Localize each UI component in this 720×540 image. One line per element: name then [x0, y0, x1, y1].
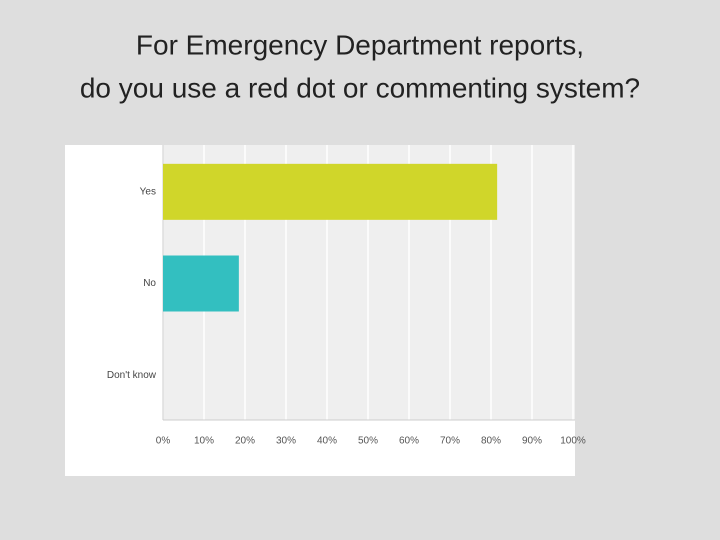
- chart-title: do you use a red dot or commenting syste…: [80, 72, 640, 103]
- x-tick-label: 90%: [522, 436, 542, 447]
- x-tick-label: 20%: [235, 436, 255, 447]
- x-tick-label: 70%: [440, 436, 460, 447]
- y-tick-label: Don't know: [107, 370, 157, 381]
- bar: [163, 255, 239, 312]
- x-tick-label: 80%: [481, 436, 501, 447]
- x-tick-label: 30%: [276, 436, 296, 447]
- x-tick-label: 50%: [358, 436, 378, 447]
- x-tick-label: 100%: [560, 436, 586, 447]
- chart-title: For Emergency Department reports,: [136, 29, 584, 60]
- y-tick-label: Yes: [140, 186, 156, 197]
- x-tick-label: 40%: [317, 436, 337, 447]
- bar: [163, 163, 498, 220]
- x-tick-label: 60%: [399, 436, 419, 447]
- x-tick-label: 0%: [156, 436, 171, 447]
- y-tick-label: No: [143, 278, 156, 289]
- x-tick-label: 10%: [194, 436, 214, 447]
